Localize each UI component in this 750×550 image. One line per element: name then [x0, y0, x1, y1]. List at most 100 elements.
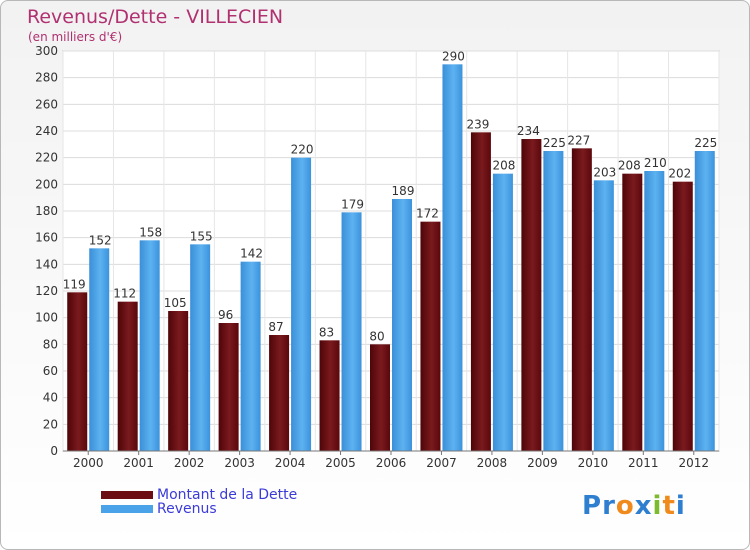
y-tick-label: 220	[35, 151, 58, 165]
legend-label-revenus: Revenus	[157, 501, 217, 517]
bar-dette	[521, 139, 542, 451]
data-label-revenus: 158	[139, 225, 162, 239]
data-label-dette: 202	[668, 167, 691, 181]
y-tick-label: 180	[35, 204, 58, 218]
bar-dette	[571, 148, 592, 452]
data-label-dette: 227	[567, 133, 590, 147]
logo-letter: i	[675, 491, 686, 521]
y-tick-label: 100	[35, 311, 58, 325]
logo-letter: t	[662, 491, 676, 521]
legend-item-revenus: Revenus	[101, 501, 217, 517]
y-tick-label: 280	[35, 71, 58, 85]
bar-dette	[218, 323, 239, 451]
bar-revenus	[341, 212, 362, 451]
data-label-dette: 172	[416, 207, 439, 221]
y-tick-label: 200	[35, 177, 58, 191]
data-label-dette: 208	[618, 159, 641, 173]
x-tick-label: 2010	[578, 456, 609, 470]
proxiti-logo: Proxiti	[582, 491, 686, 521]
y-tick-label: 80	[43, 337, 58, 351]
bar-revenus	[593, 180, 614, 452]
logo-letter: r	[602, 491, 616, 521]
x-tick-label: 2003	[224, 456, 255, 470]
chart-title: Revenus/Dette - VILLECIEN	[27, 6, 284, 28]
y-tick-label: 260	[35, 97, 58, 111]
bar-dette	[168, 311, 189, 451]
data-label-revenus: 210	[644, 156, 667, 170]
data-label-revenus: 208	[492, 159, 515, 173]
x-tick-label: 2011	[628, 456, 659, 470]
data-label-revenus: 290	[442, 49, 465, 63]
data-label-revenus: 179	[341, 197, 364, 211]
bar-dette	[622, 173, 643, 451]
logo-letter: P	[582, 491, 603, 521]
bar-dette	[470, 132, 491, 452]
x-tick-label: 2006	[376, 456, 407, 470]
logo-letter: o	[615, 491, 635, 521]
legend-swatch-revenus	[101, 505, 153, 513]
y-tick-label: 120	[35, 284, 58, 298]
y-tick-label: 240	[35, 124, 58, 138]
y-tick-label: 60	[43, 364, 58, 378]
bar-dette	[420, 221, 441, 451]
bar-revenus	[89, 248, 110, 451]
data-label-dette: 112	[113, 287, 136, 301]
x-tick-label: 2007	[426, 456, 457, 470]
bar-dette	[370, 344, 390, 451]
bar-revenus	[442, 64, 463, 452]
bar-revenus	[139, 240, 160, 451]
data-label-revenus: 142	[240, 247, 263, 261]
bar-dette	[117, 301, 138, 451]
y-tick-label: 20	[43, 417, 58, 431]
data-label-revenus: 225	[694, 136, 717, 150]
y-tick-label: 0	[50, 444, 58, 458]
bar-dette	[319, 340, 340, 451]
x-tick-label: 2004	[275, 456, 306, 470]
y-tick-label: 40	[43, 391, 58, 405]
bar-revenus	[240, 261, 261, 451]
x-tick-label: 2001	[123, 456, 154, 470]
x-tick-label: 2008	[477, 456, 508, 470]
legend-item-dette: Montant de la Dette	[101, 487, 298, 503]
y-tick-label: 140	[35, 257, 58, 271]
y-tick-label: 300	[35, 44, 58, 58]
data-label-dette: 83	[319, 325, 334, 339]
x-tick-label: 2012	[678, 456, 709, 470]
data-label-revenus: 225	[543, 136, 566, 150]
x-tick-label: 2009	[527, 456, 558, 470]
legend-swatch-dette	[101, 491, 153, 499]
bar-revenus	[190, 244, 211, 451]
data-label-revenus: 152	[89, 233, 112, 247]
x-tick-label: 2000	[73, 456, 104, 470]
x-tick-label: 2002	[174, 456, 205, 470]
y-tick-label: 160	[35, 231, 58, 245]
legend-label-dette: Montant de la Dette	[157, 487, 298, 503]
bar-dette	[672, 181, 693, 451]
x-tick-label: 2005	[325, 456, 356, 470]
data-label-dette: 105	[164, 296, 187, 310]
data-label-dette: 239	[466, 117, 489, 131]
plot-area	[62, 50, 720, 452]
logo-letter: x	[634, 491, 653, 521]
bar-dette	[269, 335, 290, 451]
data-label-dette: 87	[268, 320, 283, 334]
data-label-dette: 234	[517, 124, 540, 138]
chart-subtitle: (en milliers d'€)	[28, 30, 123, 44]
bar-revenus	[543, 151, 564, 451]
bar-revenus	[694, 151, 715, 451]
data-label-revenus: 155	[190, 229, 213, 243]
data-label-revenus: 189	[392, 184, 415, 198]
data-label-dette: 119	[63, 277, 86, 291]
data-label-revenus: 220	[291, 143, 314, 157]
data-label-revenus: 203	[593, 165, 616, 179]
bar-revenus	[291, 157, 312, 451]
bar-revenus	[644, 171, 665, 451]
bar-revenus	[392, 199, 412, 451]
bar-revenus	[492, 173, 513, 451]
bar-dette	[67, 292, 88, 451]
data-label-dette: 80	[369, 329, 384, 343]
data-label-dette: 96	[218, 308, 233, 322]
logo-letter: i	[652, 491, 663, 521]
